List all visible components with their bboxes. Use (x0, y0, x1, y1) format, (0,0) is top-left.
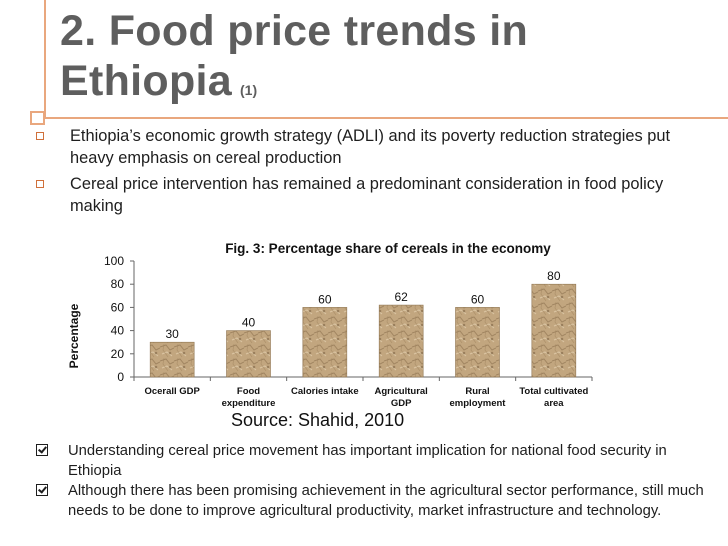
bullet-text: Ethiopia’s economic growth strategy (ADL… (70, 127, 671, 167)
check-bullet-item: Understanding cereal price movement has … (36, 441, 716, 481)
bullet-text: Cereal price intervention has remained a… (70, 175, 664, 215)
chart-source: Source: Shahid, 2010 (231, 410, 405, 430)
bullet-text: Understanding cereal price movement has … (68, 443, 667, 479)
top-bullet-list: Ethiopia’s economic growth strategy (ADL… (33, 125, 713, 221)
title-line-2-text: Ethiopia (60, 57, 233, 105)
bullet-item: Ethiopia’s economic growth strategy (ADL… (33, 125, 713, 169)
bar-value-label: 80 (547, 269, 561, 283)
y-tick-label: 100 (104, 254, 124, 268)
x-tick-label: expenditure (222, 398, 276, 409)
bullet-text: Although there has been promising achiev… (68, 483, 704, 519)
x-tick-label: Food (237, 386, 260, 397)
bar-value-label: 60 (318, 292, 332, 306)
x-tick-label: employment (450, 398, 507, 409)
x-tick-label: Ocerall GDP (144, 386, 200, 397)
bar (226, 330, 271, 378)
bottom-bullet-list: Understanding cereal price movement has … (36, 441, 716, 521)
checkbox-bullet-icon (36, 444, 48, 456)
x-tick-label: Total cultivated (519, 386, 588, 397)
x-tick-label: Agricultural (375, 386, 428, 397)
bar (302, 307, 348, 378)
x-tick-label: Rural (465, 386, 489, 397)
accent-corner-square (30, 111, 45, 125)
x-tick-label: GDP (391, 398, 412, 409)
bar-value-label: 30 (165, 327, 179, 341)
chart-title: Fig. 3: Percentage share of cereals in t… (225, 241, 551, 256)
y-ticks: 0 20 40 60 80 100 (104, 254, 134, 384)
chart-y-axis-label: Percentage (67, 303, 81, 368)
bar-value-label: 40 (242, 316, 256, 330)
bar-value-label: 60 (471, 292, 485, 306)
bar (531, 283, 577, 378)
cereal-share-bar-chart: Fig. 3: Percentage share of cereals in t… (62, 232, 602, 412)
title-line-2: Ethiopia (1) (60, 56, 720, 115)
x-tick-label: area (544, 398, 564, 409)
bars: 30 40 60 62 60 80 (149, 269, 577, 378)
y-tick-label: 20 (111, 347, 125, 361)
y-tick-label: 0 (117, 370, 124, 384)
check-bullet-item: Although there has been promising achiev… (36, 481, 716, 521)
bar-value-label: 62 (394, 290, 408, 304)
y-tick-label: 60 (111, 300, 125, 314)
slide-title: 2. Food price trends in Ethiopia (1) (60, 6, 720, 115)
square-bullet-icon (36, 132, 44, 140)
bar (149, 341, 195, 378)
title-reference: (1) (240, 82, 258, 98)
x-tick-label: Calories intake (291, 386, 359, 397)
square-bullet-icon (36, 180, 44, 188)
y-tick-label: 80 (111, 277, 125, 291)
accent-horizontal-line (30, 117, 728, 119)
accent-vertical-line (44, 0, 46, 118)
checkbox-bullet-icon (36, 484, 48, 496)
title-line-1: 2. Food price trends in (60, 7, 529, 55)
bar (378, 304, 424, 378)
bullet-item: Cereal price intervention has remained a… (33, 173, 713, 217)
bar (455, 307, 500, 378)
y-tick-label: 40 (111, 324, 125, 338)
